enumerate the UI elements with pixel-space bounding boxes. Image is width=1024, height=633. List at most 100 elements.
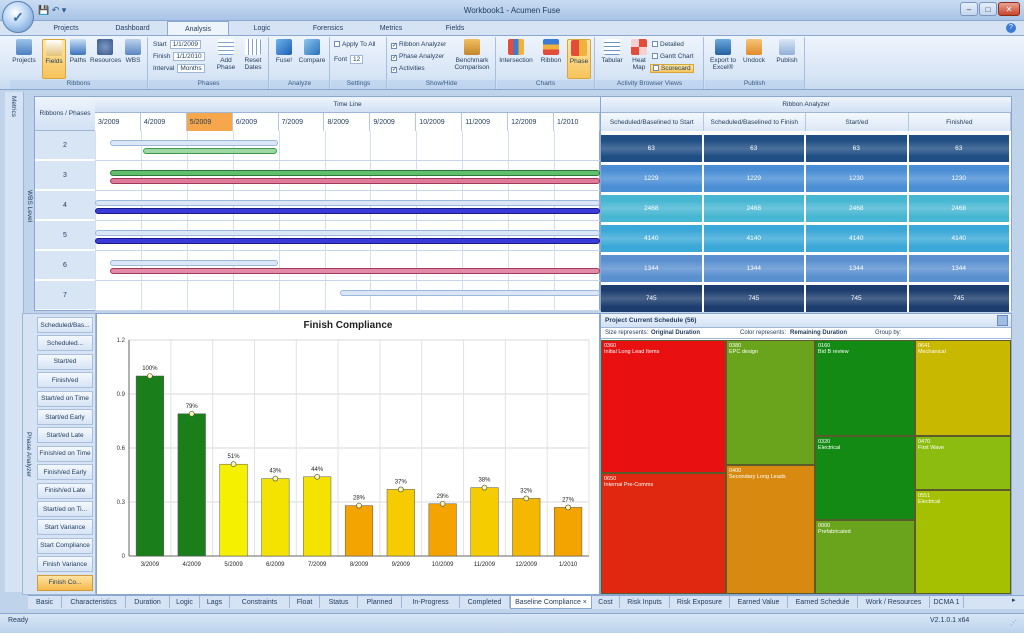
maximize-button[interactable]: □ [979,2,997,16]
ra-cell[interactable]: 1229 [601,165,704,192]
wbs-row-label[interactable]: 5 [35,221,95,250]
ribbon-chart-button[interactable]: Ribbon [539,39,563,64]
bottom-tab[interactable]: DCMA 1 [930,596,964,608]
wbs-row-label[interactable]: 6 [35,251,95,280]
treemap-cell[interactable]: 0400 Secondary Long Leads [726,465,815,594]
compare-button[interactable]: Compare [298,39,326,64]
treemap-options-icon[interactable] [997,315,1008,326]
ra-cell[interactable]: 1344 [908,255,1011,282]
phase-analyzer-item[interactable]: Scheduled/Bas... [37,317,93,333]
wbs-row-label[interactable]: 4 [35,191,95,220]
apply-to-all-button[interactable]: Apply To All [334,41,375,48]
treemap-cell[interactable]: 0360 Initial Long Lead Items [601,340,726,473]
ra-cell[interactable]: 745 [601,285,704,312]
ra-cell[interactable]: 1344 [806,255,909,282]
wbs-button[interactable]: WBS [122,39,144,64]
fuse-button[interactable]: Fuse! [272,39,296,64]
activities-checkbox[interactable]: ✓ Activities [391,65,425,73]
phase-analyzer-item[interactable]: Start Variance [37,519,93,536]
bottom-tab[interactable]: Status [320,596,358,608]
tab-logic[interactable]: Logic [253,25,271,32]
fields-button[interactable]: Fields [42,39,66,79]
bottom-tab[interactable]: Baseline Compliance × [510,595,592,609]
publish-button[interactable]: Publish [773,39,801,64]
ra-column-header[interactable]: Start/ed [806,113,909,131]
phase-analyzer-item[interactable]: Start Compliance [37,537,93,554]
bottom-tab[interactable]: Cost [592,596,620,608]
ra-cell[interactable]: 745 [806,285,909,312]
tab-dashboard[interactable]: Dashboard [115,25,150,32]
close-button[interactable]: ✕ [998,2,1020,16]
phase-analyzer-item[interactable]: Start/ed Late [37,427,93,444]
bottom-tab[interactable]: Lags [200,596,230,608]
tab-analysis[interactable]: Analysis [167,21,229,36]
tab-scroll-icon[interactable]: ▸ [1012,597,1016,604]
tab-forensics[interactable]: Forensics [312,25,344,32]
wbs-row-label[interactable]: 7 [35,281,95,310]
phase-analyzer-item[interactable]: Finish Co... [37,574,93,591]
treemap-cell[interactable]: 0160 Bid B review [815,340,915,436]
treemap-cell[interactable]: 0551 Electrical [915,490,1011,594]
phase-analyzer-item[interactable]: Finish/ed Early [37,464,93,481]
ra-cell[interactable]: 2468 [703,195,806,222]
bottom-tab[interactable]: Earned Value [730,596,788,608]
heat-map-button[interactable]: Heat Map [628,39,650,71]
phase-analyzer-item[interactable]: Finish Variance [37,556,93,573]
quick-access-toolbar[interactable]: 💾 ↶ ▾ [38,5,67,15]
ra-cell[interactable]: 4140 [703,225,806,252]
tab-projects[interactable]: Projects [53,25,79,32]
help-icon[interactable]: ? [1006,23,1016,33]
wbs-row-label[interactable]: 3 [35,161,95,190]
treemap-cell[interactable]: 0320 Electrical [815,436,915,520]
application-menu-button[interactable]: ✓ [2,1,34,33]
timeline-bar[interactable] [110,268,600,274]
benchmark-comparison-button[interactable]: Benchmark Comparison [450,39,494,71]
gantt-chart-button[interactable]: Gantt Chart [652,53,694,60]
ra-cell[interactable]: 1344 [601,255,704,282]
wbs-row-label[interactable]: 2 [35,131,95,160]
treemap-cell[interactable]: 0641 Mechanical [915,340,1011,436]
ra-cell[interactable]: 63 [703,135,806,162]
export-to-excel-button[interactable]: Export to Excel® [707,39,739,71]
bottom-tab[interactable]: Basic [28,596,62,608]
treemap-cell[interactable]: 0380 EPC design [726,340,815,465]
ra-cell[interactable]: 2468 [601,195,704,222]
ra-cell[interactable]: 1229 [703,165,806,192]
phase-analyzer-item[interactable]: Start/ed on Time [37,390,93,407]
ra-cell[interactable]: 745 [703,285,806,312]
scorecard-button[interactable]: Scorecard [650,64,694,73]
ra-cell[interactable]: 4140 [908,225,1011,252]
phase-analyzer-item[interactable]: Finish/ed Late [37,482,93,499]
resources-button[interactable]: Resources [90,39,121,64]
ra-column-header[interactable]: Finish/ed [908,113,1011,131]
timeline-bar[interactable] [340,290,600,296]
ra-column-header[interactable]: Scheduled/Baselined to Finish [703,113,806,131]
ra-cell[interactable]: 1230 [908,165,1011,192]
bottom-tab[interactable]: Characteristics [62,596,126,608]
finish-field[interactable]: Finish 1/1/2010 [153,52,205,61]
bottom-tab[interactable]: Completed [460,596,510,608]
tabular-button[interactable]: Tabular [598,39,626,64]
timeline-bar[interactable] [95,200,600,206]
reset-dates-button[interactable]: Reset Dates [241,39,265,71]
bottom-tab[interactable]: Duration [126,596,170,608]
ra-cell[interactable]: 63 [601,135,704,162]
undock-button[interactable]: Undock [741,39,767,64]
bottom-tab[interactable]: In-Progress [402,596,460,608]
ribbon-analyzer-checkbox[interactable]: ✓ Ribbon Analyzer [391,41,447,49]
phase-analyzer-item[interactable]: Finish/ed [37,372,93,389]
bottom-tab[interactable]: Risk Inputs [620,596,670,608]
timeline-bar[interactable] [95,208,600,214]
ra-cell[interactable]: 2468 [806,195,909,222]
tab-fields[interactable]: Fields [445,25,465,32]
ra-cell[interactable]: 63 [806,135,909,162]
interval-field[interactable]: Interval Months [153,64,205,73]
add-phase-button[interactable]: Add Phase [215,39,237,71]
timeline-bar[interactable] [110,140,278,146]
intersection-button[interactable]: Intersection [499,39,533,64]
phase-analyzer-item[interactable]: Finish/ed on Time [37,445,93,462]
ra-cell[interactable]: 1230 [806,165,909,192]
timeline-bar[interactable] [95,238,600,244]
bottom-tab[interactable]: Risk Exposure [670,596,730,608]
bottom-tab[interactable]: Planned [358,596,402,608]
